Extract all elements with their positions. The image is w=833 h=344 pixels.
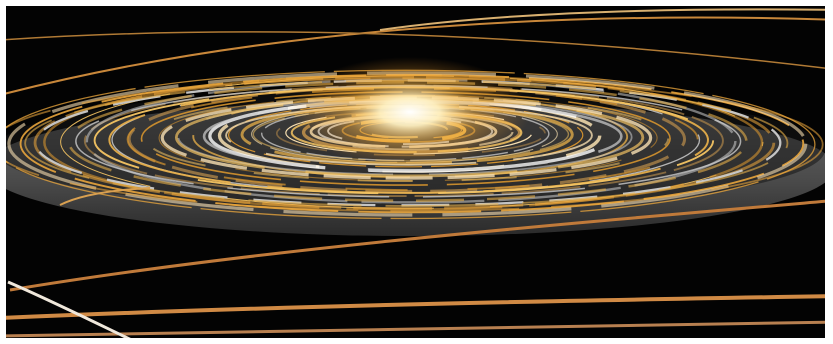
core-glow: [290, 57, 530, 167]
orbit-streak: [379, 8, 825, 31]
ring: [126, 87, 699, 191]
orbit-streak: [9, 199, 825, 292]
orbit-streak: [6, 320, 825, 338]
orbit-streak: [6, 31, 825, 69]
orbit-streak: [59, 187, 151, 206]
orbit-streak: [6, 16, 825, 95]
ring: [140, 91, 671, 186]
image-area: [6, 6, 825, 338]
orbit-streak: [7, 280, 131, 338]
orbit-streak: [6, 294, 825, 320]
